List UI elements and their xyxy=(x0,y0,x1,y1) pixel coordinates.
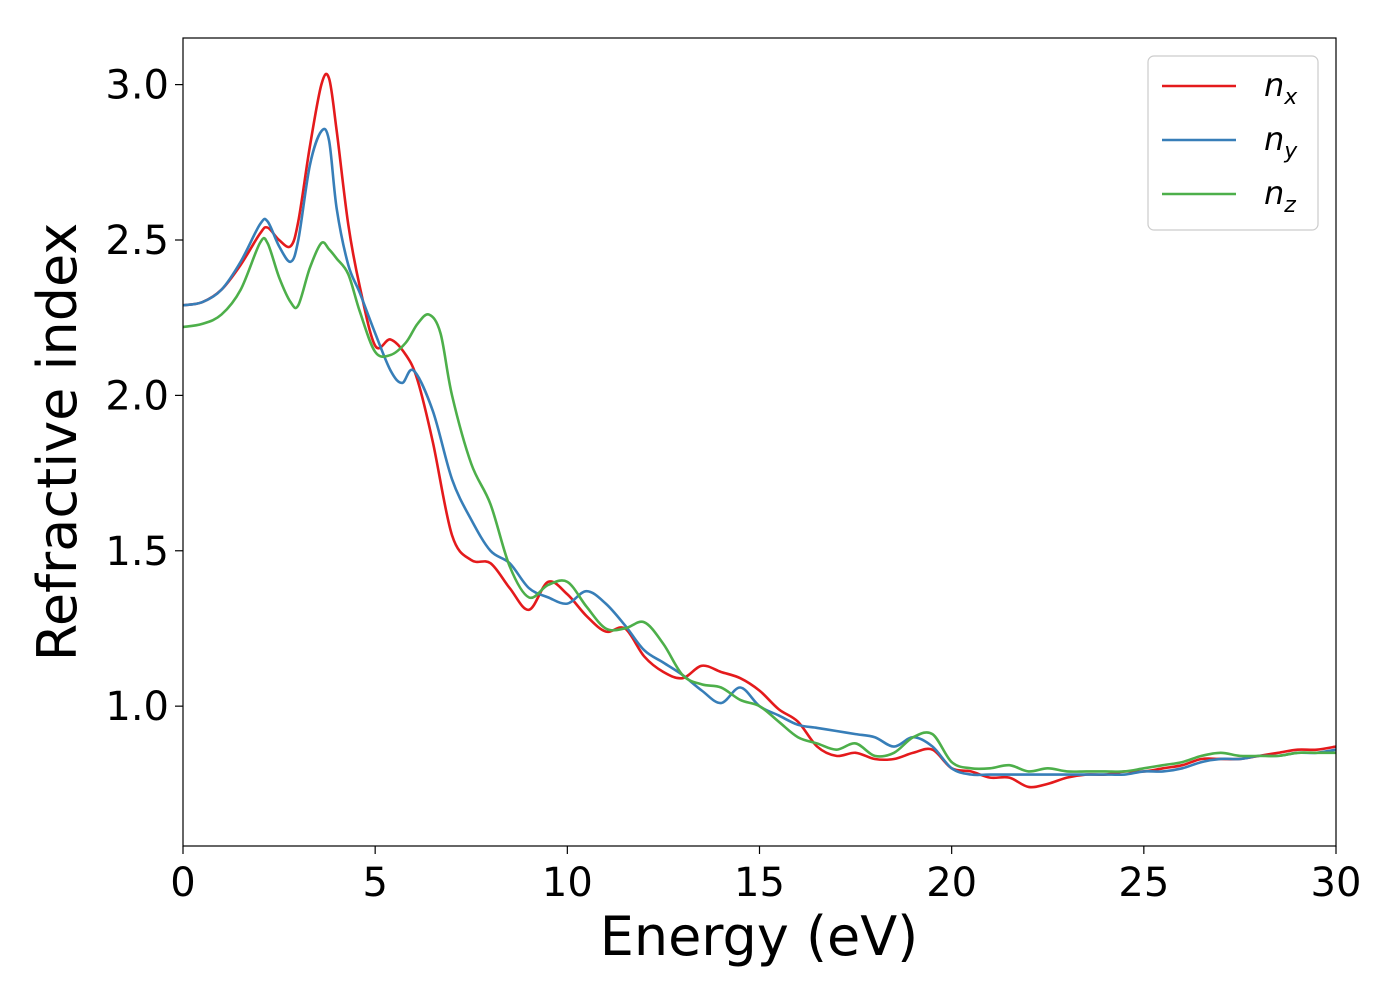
legend-label-ny: ny xyxy=(1264,120,1298,164)
series-line-nz xyxy=(182,236,1336,773)
y-axis-label: Refractive index xyxy=(26,223,89,662)
legend-box xyxy=(1147,55,1319,231)
x-tick-label: 15 xyxy=(734,860,785,906)
series-lines xyxy=(182,72,1337,789)
legend-label-nz: nz xyxy=(1264,174,1296,218)
y-tick-label: 2.0 xyxy=(105,373,169,419)
series-line-ny xyxy=(182,127,1337,777)
y-tick-label: 1.5 xyxy=(105,529,169,575)
plot-area xyxy=(183,38,1336,846)
x-tick-label: 10 xyxy=(542,860,593,906)
x-tick-label: 0 xyxy=(170,860,195,906)
legend: nx ny nz xyxy=(1147,55,1319,231)
y-tick-label: 3.0 xyxy=(105,63,169,109)
y-tick-label: 1.0 xyxy=(105,684,169,730)
x-axis-ticks: 0 5 10 15 20 25 30 xyxy=(170,846,1361,906)
x-axis-label: Energy (eV) xyxy=(600,905,919,968)
y-tick-label: 2.5 xyxy=(105,218,169,264)
x-tick-label: 30 xyxy=(1311,860,1362,906)
legend-label-nx: nx xyxy=(1264,66,1298,110)
y-axis-ticks: 1.0 1.5 2.0 2.5 3.0 xyxy=(105,63,183,730)
x-tick-label: 25 xyxy=(1118,860,1169,906)
x-tick-label: 20 xyxy=(926,860,977,906)
x-tick-label: 5 xyxy=(362,860,387,906)
